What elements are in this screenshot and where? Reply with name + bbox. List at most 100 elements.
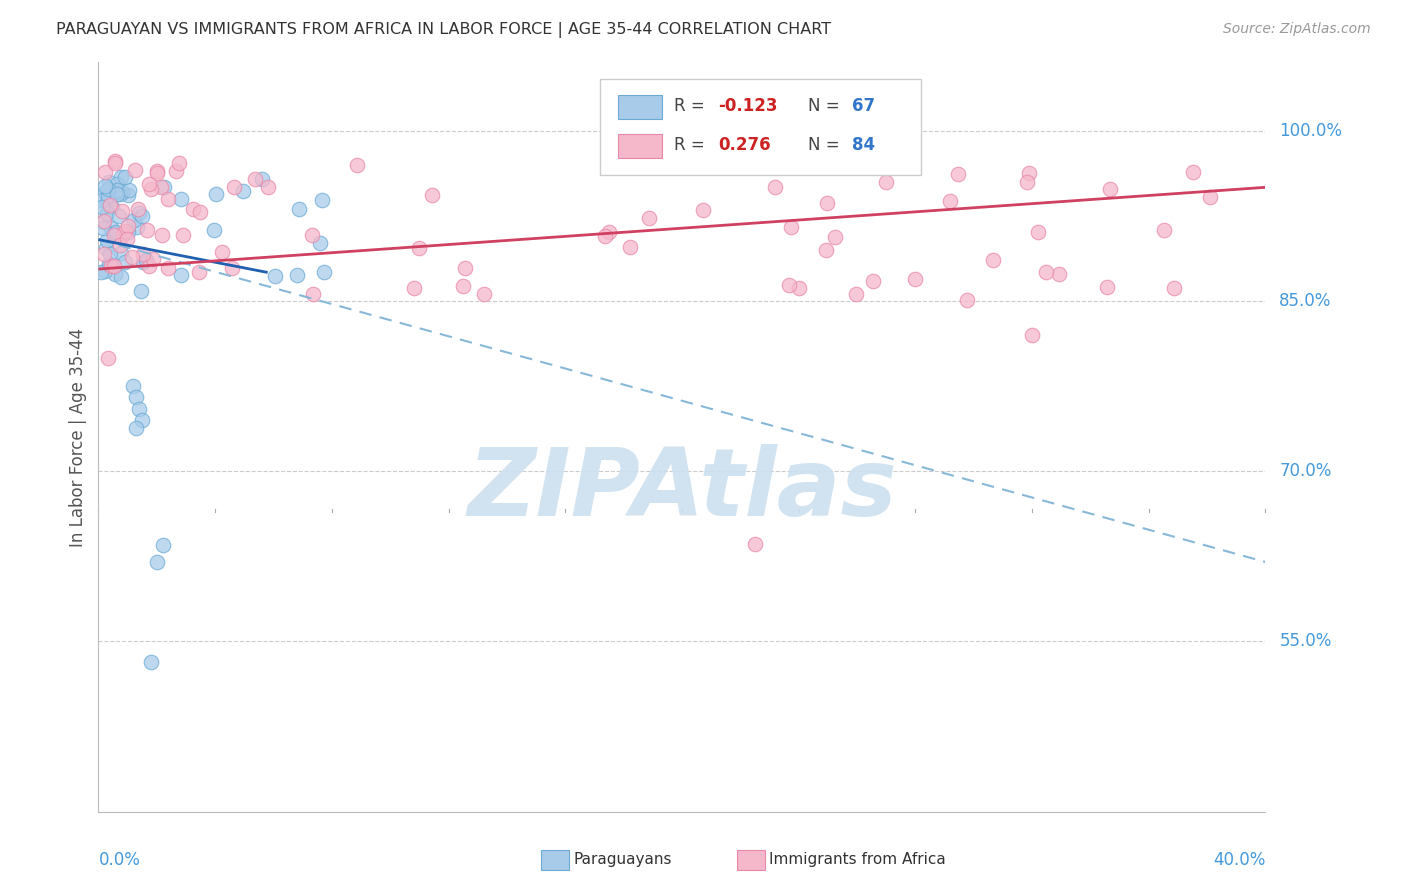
Point xyxy=(451,279,474,293)
Point xyxy=(257,180,280,194)
Point xyxy=(1015,175,1038,189)
FancyBboxPatch shape xyxy=(600,78,921,175)
Text: 0.0%: 0.0% xyxy=(98,851,141,869)
Point xyxy=(131,255,153,269)
Point xyxy=(125,390,148,404)
Point xyxy=(91,200,114,214)
Point xyxy=(103,226,125,240)
Point xyxy=(981,253,1004,268)
Point xyxy=(100,260,122,274)
Point xyxy=(94,263,117,277)
Point xyxy=(118,183,141,197)
Point xyxy=(169,268,191,282)
Point xyxy=(221,260,243,275)
Point xyxy=(110,270,132,285)
Point xyxy=(188,205,211,219)
Point xyxy=(408,241,430,255)
Text: 70.0%: 70.0% xyxy=(1279,462,1331,480)
Point xyxy=(138,177,160,191)
Point xyxy=(152,538,174,552)
Point xyxy=(127,202,149,217)
Point xyxy=(314,265,336,279)
Point xyxy=(1035,265,1057,279)
Point xyxy=(146,555,169,569)
Point xyxy=(1095,279,1118,293)
Point xyxy=(124,212,146,227)
Point xyxy=(114,255,136,269)
Point xyxy=(188,264,211,278)
Text: Immigrants from Africa: Immigrants from Africa xyxy=(769,853,946,867)
Point xyxy=(94,164,117,178)
Point xyxy=(1153,222,1175,236)
Point xyxy=(93,247,115,261)
Point xyxy=(104,185,127,199)
Point xyxy=(595,228,617,243)
Point xyxy=(1021,327,1043,342)
Point xyxy=(287,202,309,217)
Point xyxy=(105,225,128,239)
Point xyxy=(139,182,162,196)
Point xyxy=(815,196,838,211)
Point xyxy=(157,192,180,206)
Text: Paraguayans: Paraguayans xyxy=(574,853,672,867)
Point xyxy=(105,186,128,201)
Point xyxy=(117,219,139,234)
Point xyxy=(94,178,117,193)
FancyBboxPatch shape xyxy=(617,95,662,119)
Point xyxy=(165,163,187,178)
Point xyxy=(156,261,179,276)
Point xyxy=(454,261,477,276)
Point xyxy=(150,180,173,194)
Point xyxy=(815,243,838,257)
Point xyxy=(117,232,139,246)
Point xyxy=(128,205,150,219)
Point xyxy=(420,188,443,202)
Point xyxy=(101,200,124,214)
Text: PARAGUAYAN VS IMMIGRANTS FROM AFRICA IN LABOR FORCE | AGE 35-44 CORRELATION CHAR: PARAGUAYAN VS IMMIGRANTS FROM AFRICA IN … xyxy=(56,22,831,38)
Point xyxy=(97,257,120,271)
Point xyxy=(222,179,245,194)
Point xyxy=(105,184,128,198)
Point xyxy=(138,259,160,273)
Point xyxy=(114,169,136,184)
Text: N =: N = xyxy=(808,136,845,153)
Point xyxy=(100,257,122,271)
Text: R =: R = xyxy=(673,97,710,115)
Point xyxy=(904,272,927,286)
Point xyxy=(1182,164,1205,178)
Text: 0.276: 0.276 xyxy=(718,136,770,153)
Point xyxy=(875,176,897,190)
Point xyxy=(308,235,330,250)
Point xyxy=(125,421,148,435)
Point xyxy=(93,215,115,229)
Point xyxy=(135,252,157,267)
Text: 67: 67 xyxy=(852,97,876,115)
Point xyxy=(104,155,127,169)
Point xyxy=(139,655,162,669)
Point xyxy=(128,401,150,416)
Point xyxy=(112,227,135,242)
Point xyxy=(111,203,134,218)
Point xyxy=(117,225,139,239)
Text: R =: R = xyxy=(673,136,710,153)
Point xyxy=(122,379,145,393)
Point xyxy=(1018,166,1040,180)
Point xyxy=(96,206,118,220)
Point xyxy=(302,287,325,301)
Point xyxy=(172,228,194,243)
Point xyxy=(824,230,846,244)
Point xyxy=(98,176,121,190)
Point xyxy=(232,184,254,198)
Point xyxy=(202,222,225,236)
Point xyxy=(103,259,125,273)
Text: 40.0%: 40.0% xyxy=(1213,851,1265,869)
Point xyxy=(778,277,800,292)
Point xyxy=(946,167,969,181)
Point xyxy=(150,228,173,243)
Point xyxy=(94,241,117,255)
Point xyxy=(404,280,426,294)
Point xyxy=(97,189,120,203)
Text: N =: N = xyxy=(808,97,845,115)
Point xyxy=(131,209,153,223)
Point xyxy=(96,233,118,247)
